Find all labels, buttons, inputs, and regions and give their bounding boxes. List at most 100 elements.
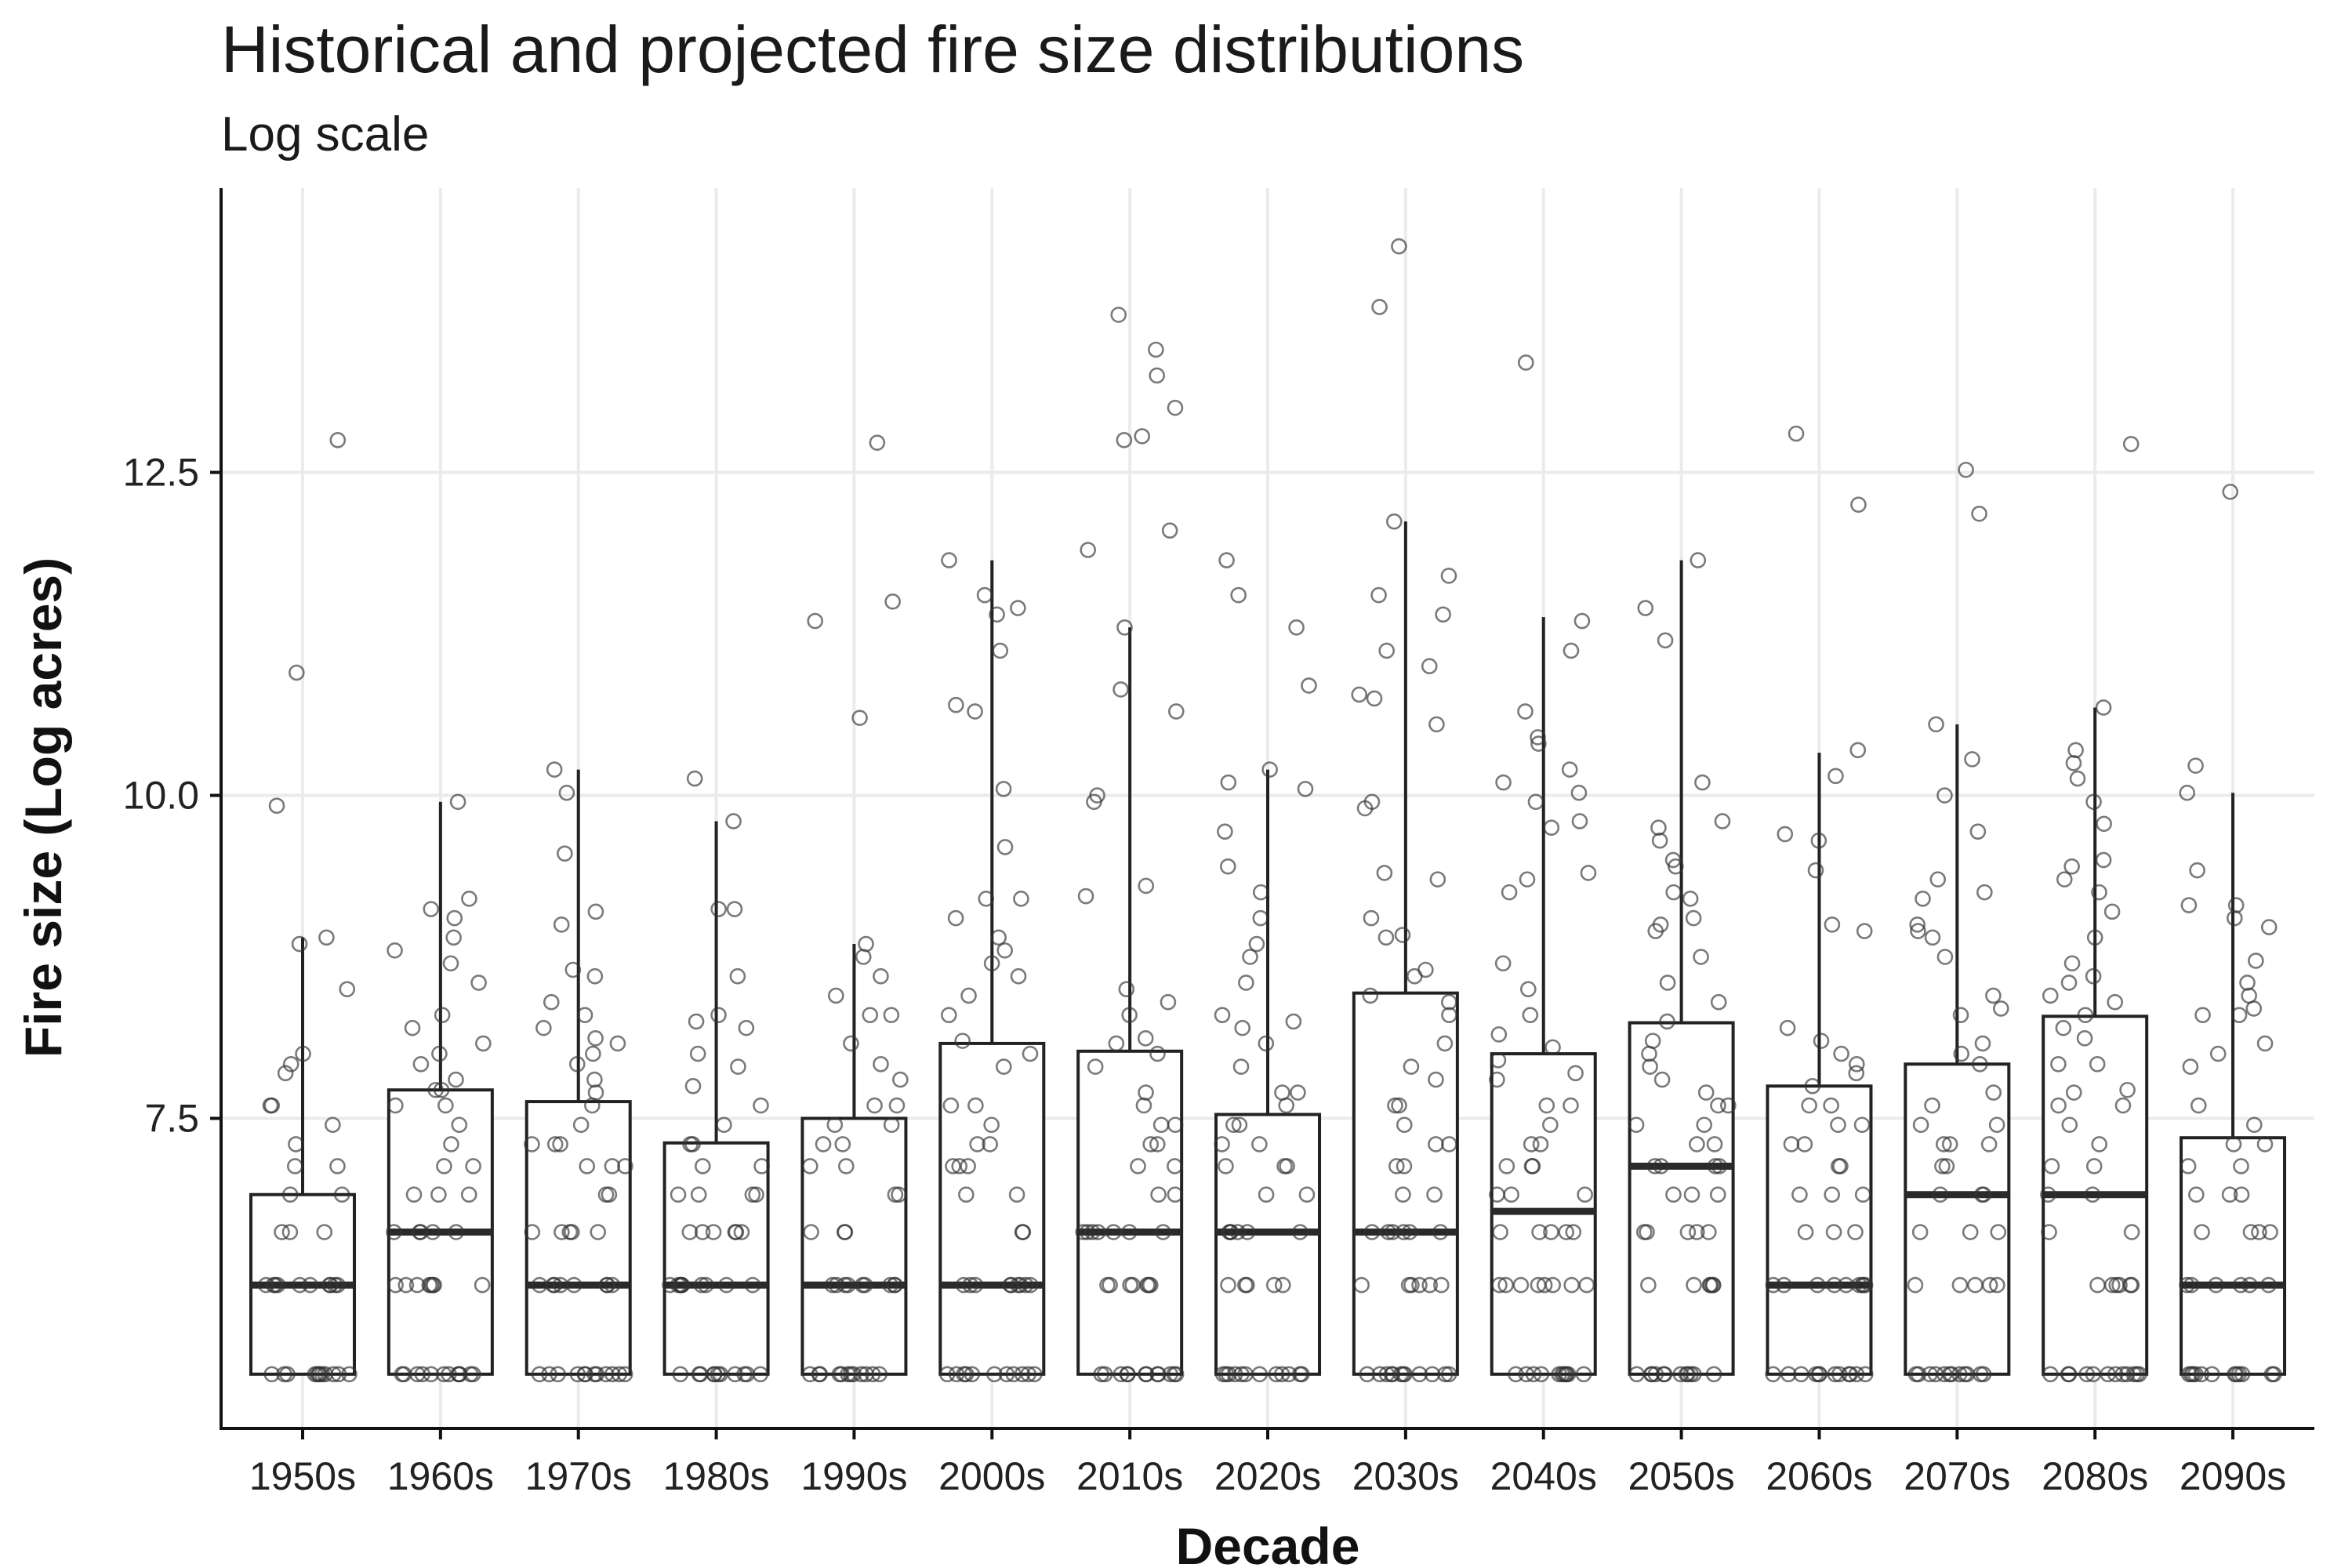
data-point	[1218, 1158, 1234, 1174]
data-point	[2131, 1366, 2147, 1383]
data-point	[840, 1366, 856, 1383]
data-point	[828, 1276, 845, 1294]
data-point	[992, 642, 1009, 659]
data-point	[1847, 1224, 1864, 1240]
data-point	[611, 1366, 628, 1383]
data-point	[1168, 703, 1185, 720]
data-point	[1520, 981, 1537, 998]
data-point	[2256, 1035, 2274, 1052]
data-point	[753, 1158, 770, 1174]
data-point	[811, 1366, 828, 1383]
data-point	[1424, 1366, 1441, 1383]
data-point	[698, 1276, 714, 1294]
data-point	[1508, 1366, 1524, 1383]
data-point	[1280, 1366, 1298, 1383]
data-point	[1489, 1071, 1505, 1088]
data-point	[670, 1186, 687, 1203]
data-point	[423, 901, 440, 917]
data-point	[1167, 1116, 1184, 1134]
data-point	[1220, 774, 1237, 791]
box-iqr	[800, 1116, 908, 1376]
data-point	[1391, 1097, 1407, 1114]
data-point	[1426, 1186, 1443, 1203]
data-point	[2050, 1097, 2067, 1114]
data-point	[2239, 975, 2256, 991]
data-point	[725, 813, 742, 829]
jittered-points	[258, 238, 2282, 1383]
data-point	[1116, 432, 1133, 448]
data-point	[2111, 1276, 2128, 1294]
data-point	[1628, 1116, 1645, 1134]
data-point	[689, 1045, 706, 1062]
data-point	[1985, 987, 2002, 1004]
data-point	[524, 1224, 541, 1240]
data-point	[1857, 1366, 1874, 1383]
data-point	[1251, 1136, 1268, 1152]
data-point	[2180, 1158, 2197, 1174]
data-point	[1118, 981, 1135, 998]
boxplot-2080s	[2042, 707, 2149, 1376]
data-point	[2188, 1186, 2205, 1203]
x-tick-label: 1990s	[800, 1454, 907, 1498]
boxplot-1970s	[524, 769, 632, 1376]
data-point	[2063, 955, 2081, 972]
data-point	[686, 770, 703, 787]
data-point	[1160, 993, 1177, 1011]
data-point	[1924, 929, 1941, 946]
data-point	[281, 1224, 299, 1240]
data-point	[441, 1366, 457, 1383]
data-point	[1441, 1007, 1457, 1023]
data-point	[546, 761, 563, 778]
data-point	[2262, 1224, 2278, 1240]
data-point	[2123, 1276, 2140, 1294]
data-point	[716, 1116, 732, 1134]
data-point	[2227, 1366, 2243, 1383]
data-point	[387, 1276, 404, 1294]
data-point	[1672, 1366, 1690, 1383]
data-point	[1924, 1097, 1940, 1114]
data-point	[1258, 1035, 1275, 1052]
data-point	[1385, 1224, 1401, 1240]
data-point	[1848, 1055, 1865, 1073]
data-point	[412, 1055, 430, 1073]
data-point	[948, 1366, 965, 1383]
data-point	[412, 1224, 428, 1240]
data-point	[1148, 341, 1164, 358]
data-point	[1441, 1136, 1457, 1152]
data-point	[1527, 793, 1544, 811]
data-point	[1217, 823, 1233, 840]
data-point	[1650, 819, 1667, 837]
data-point	[2041, 1224, 2057, 1240]
data-point	[1765, 1366, 1781, 1383]
data-point	[1219, 858, 1236, 875]
data-point	[531, 1366, 548, 1383]
data-point	[1642, 1058, 1658, 1075]
data-point	[1433, 1276, 1450, 1294]
data-point	[2241, 987, 2257, 1004]
boxplot-2020s	[1214, 769, 1322, 1376]
data-point	[2230, 1366, 2248, 1383]
data-point	[1395, 1366, 1412, 1383]
box-iqr	[1352, 991, 1459, 1376]
data-point	[268, 797, 285, 815]
data-point	[1428, 716, 1445, 733]
data-point	[986, 1366, 1003, 1383]
data-point	[2103, 903, 2121, 920]
data-point	[604, 1158, 621, 1174]
data-point	[1297, 780, 1314, 797]
data-point	[1804, 1078, 1821, 1094]
data-point	[329, 1158, 346, 1174]
data-point	[2091, 884, 2107, 901]
data-point	[1268, 1366, 1285, 1383]
data-point	[684, 1078, 702, 1094]
data-point	[939, 1366, 956, 1383]
boxplot-2030s	[1352, 521, 1459, 1376]
data-point	[1292, 1224, 1308, 1240]
data-point	[2043, 1158, 2060, 1174]
data-point	[287, 1158, 303, 1174]
data-point	[282, 1055, 299, 1073]
data-point	[588, 1366, 605, 1383]
data-point	[1220, 1366, 1237, 1383]
data-point	[1655, 1366, 1672, 1383]
data-point	[1363, 1224, 1381, 1240]
